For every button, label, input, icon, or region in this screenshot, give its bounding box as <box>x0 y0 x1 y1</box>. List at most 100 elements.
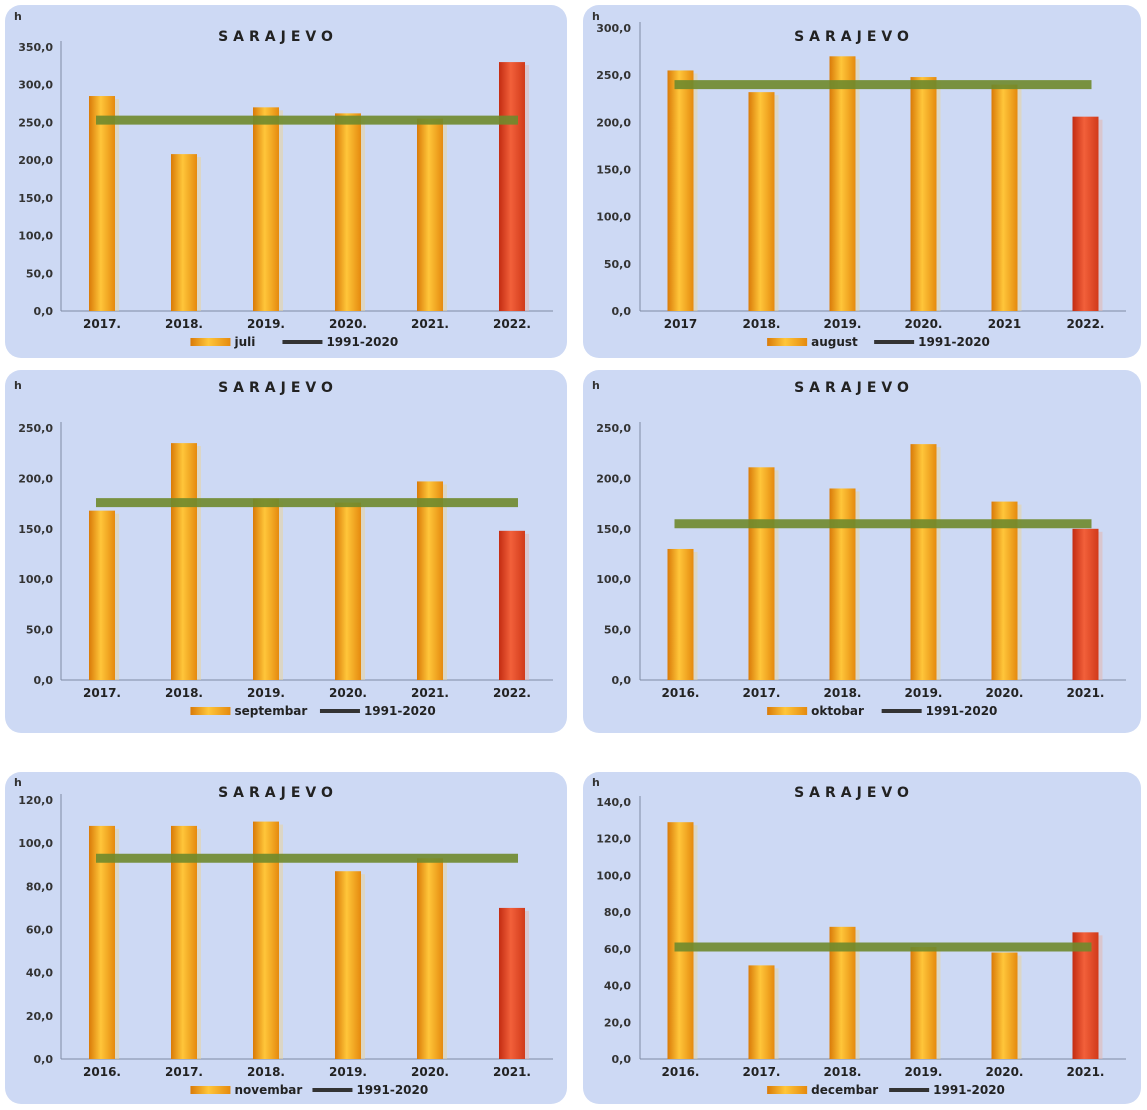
y-tick-label: 60,0 <box>26 924 53 937</box>
x-tick-label: 2019. <box>905 686 943 700</box>
legend-label-normal: 1991-2020 <box>364 704 436 718</box>
legend-label-normal: 1991-2020 <box>926 704 998 718</box>
bar <box>910 947 937 1059</box>
y-tick-label: 100,0 <box>596 211 631 224</box>
y-tick-label: 0,0 <box>612 674 632 687</box>
x-tick-label: 2020. <box>329 317 367 331</box>
x-tick-label: 2018. <box>165 317 203 331</box>
bar <box>417 858 443 1059</box>
bar <box>335 871 361 1059</box>
bar-current-year <box>1072 116 1099 311</box>
y-tick-label: 0,0 <box>34 305 54 318</box>
legend-swatch-month <box>190 707 231 715</box>
y-tick-label: 20,0 <box>604 1016 631 1029</box>
chart-panel-novembar: SARAJEVO h 0,0 20,0 40,0 60,0 80,0 100,0 120,0 20… <box>5 772 567 1104</box>
chart-svg: SARAJEVO h 0,0 50,0 100,0 150,0 200,0 250,0 2017… <box>14 379 553 718</box>
y-tick-label: 200,0 <box>18 472 53 485</box>
y-tick-label: 150,0 <box>18 523 53 536</box>
x-tick-label: 2021 <box>988 317 1021 331</box>
x-tick-label: 2020. <box>986 686 1024 700</box>
bar <box>253 107 279 311</box>
legend-swatch-month <box>767 338 808 346</box>
y-tick-label: 250,0 <box>18 422 53 435</box>
bar <box>335 502 361 680</box>
y-tick-label: 150,0 <box>18 192 53 205</box>
bar <box>748 92 775 311</box>
x-tick-label: 2020. <box>905 317 943 331</box>
bar <box>991 84 1018 311</box>
bar <box>89 825 115 1059</box>
y-tick-label: 100,0 <box>18 230 53 243</box>
legend-label-month: septembar <box>234 704 307 718</box>
x-tick-label: 2017. <box>165 1065 203 1079</box>
y-tick-label: 140,0 <box>596 796 631 809</box>
bar <box>748 467 775 680</box>
chart-title: SARAJEVO <box>218 29 338 45</box>
legend-swatch-month <box>190 338 231 346</box>
y-tick-label: 40,0 <box>604 980 631 993</box>
bar <box>335 113 361 312</box>
chart-panel-oktobar: SARAJEVO h 0,0 50,0 100,0 150,0 200,0 250,0 2016… <box>583 370 1141 733</box>
x-tick-label: 2021. <box>493 1065 531 1079</box>
y-tick-label: 300,0 <box>18 79 53 92</box>
y-axis-unit: h <box>14 379 22 392</box>
y-tick-label: 80,0 <box>26 880 53 893</box>
bar <box>910 77 937 311</box>
x-tick-label: 2021. <box>1067 1065 1105 1079</box>
y-tick-label: 50,0 <box>26 267 53 280</box>
chart-panel-juli: SARAJEVO h 0,0 50,0 100,0 150,0 200,0 250,0 300,… <box>5 5 567 358</box>
x-tick-label: 2018. <box>165 686 203 700</box>
x-tick-label: 2017. <box>83 317 121 331</box>
y-axis-unit: h <box>14 10 22 23</box>
chart-svg: SARAJEVO h 0,0 20,0 40,0 60,0 80,0 100,0 120,0 14… <box>592 776 1126 1097</box>
x-tick-label: 2017. <box>743 686 781 700</box>
chart-panel-august: SARAJEVO h 0,0 50,0 100,0 150,0 200,0 250,0 300,… <box>583 5 1141 358</box>
chart-title: SARAJEVO <box>218 785 338 801</box>
x-tick-label: 2021. <box>411 317 449 331</box>
legend-label-month: decembar <box>811 1083 878 1097</box>
bar-current-year <box>1072 932 1099 1059</box>
bar-current-year <box>1072 528 1099 680</box>
bar <box>171 154 197 311</box>
y-tick-label: 200,0 <box>596 472 631 485</box>
y-tick-label: 20,0 <box>26 1010 53 1023</box>
y-tick-label: 250,0 <box>18 116 53 129</box>
x-tick-label: 2017 <box>664 317 697 331</box>
chart-title: SARAJEVO <box>794 380 914 396</box>
x-tick-label: 2020. <box>411 1065 449 1079</box>
x-tick-label: 2021. <box>1067 686 1105 700</box>
y-axis-unit: h <box>14 776 22 789</box>
y-tick-label: 100,0 <box>18 573 53 586</box>
y-axis-unit: h <box>592 776 600 789</box>
legend-label-month: oktobar <box>811 704 864 718</box>
y-tick-label: 300,0 <box>596 22 631 35</box>
y-tick-label: 50,0 <box>26 624 53 637</box>
bar <box>991 952 1018 1059</box>
x-tick-label: 2022. <box>493 686 531 700</box>
x-tick-label: 2019. <box>247 317 285 331</box>
chart-svg: SARAJEVO h 0,0 50,0 100,0 150,0 200,0 250,0 300,… <box>592 10 1126 349</box>
bar <box>253 498 279 680</box>
x-tick-label: 2021. <box>411 686 449 700</box>
y-tick-label: 200,0 <box>18 154 53 167</box>
x-tick-label: 2016. <box>83 1065 121 1079</box>
y-tick-label: 80,0 <box>604 906 631 919</box>
x-tick-label: 2017. <box>743 1065 781 1079</box>
bar <box>171 443 197 680</box>
chart-title: SARAJEVO <box>794 785 914 801</box>
x-tick-label: 2018. <box>824 686 862 700</box>
y-tick-label: 150,0 <box>596 523 631 536</box>
legend-label-normal: 1991-2020 <box>918 335 990 349</box>
chart-title: SARAJEVO <box>218 380 338 396</box>
legend-swatch-month <box>767 707 808 715</box>
y-tick-label: 120,0 <box>596 833 631 846</box>
bar <box>667 822 694 1059</box>
bar <box>417 481 443 680</box>
y-tick-label: 0,0 <box>612 305 632 318</box>
bar-current-year <box>499 62 525 312</box>
x-tick-label: 2016. <box>662 686 700 700</box>
legend-label-month: novembar <box>234 1083 302 1097</box>
x-tick-label: 2020. <box>329 686 367 700</box>
chart-title: SARAJEVO <box>794 29 914 45</box>
x-tick-label: 2019. <box>905 1065 943 1079</box>
